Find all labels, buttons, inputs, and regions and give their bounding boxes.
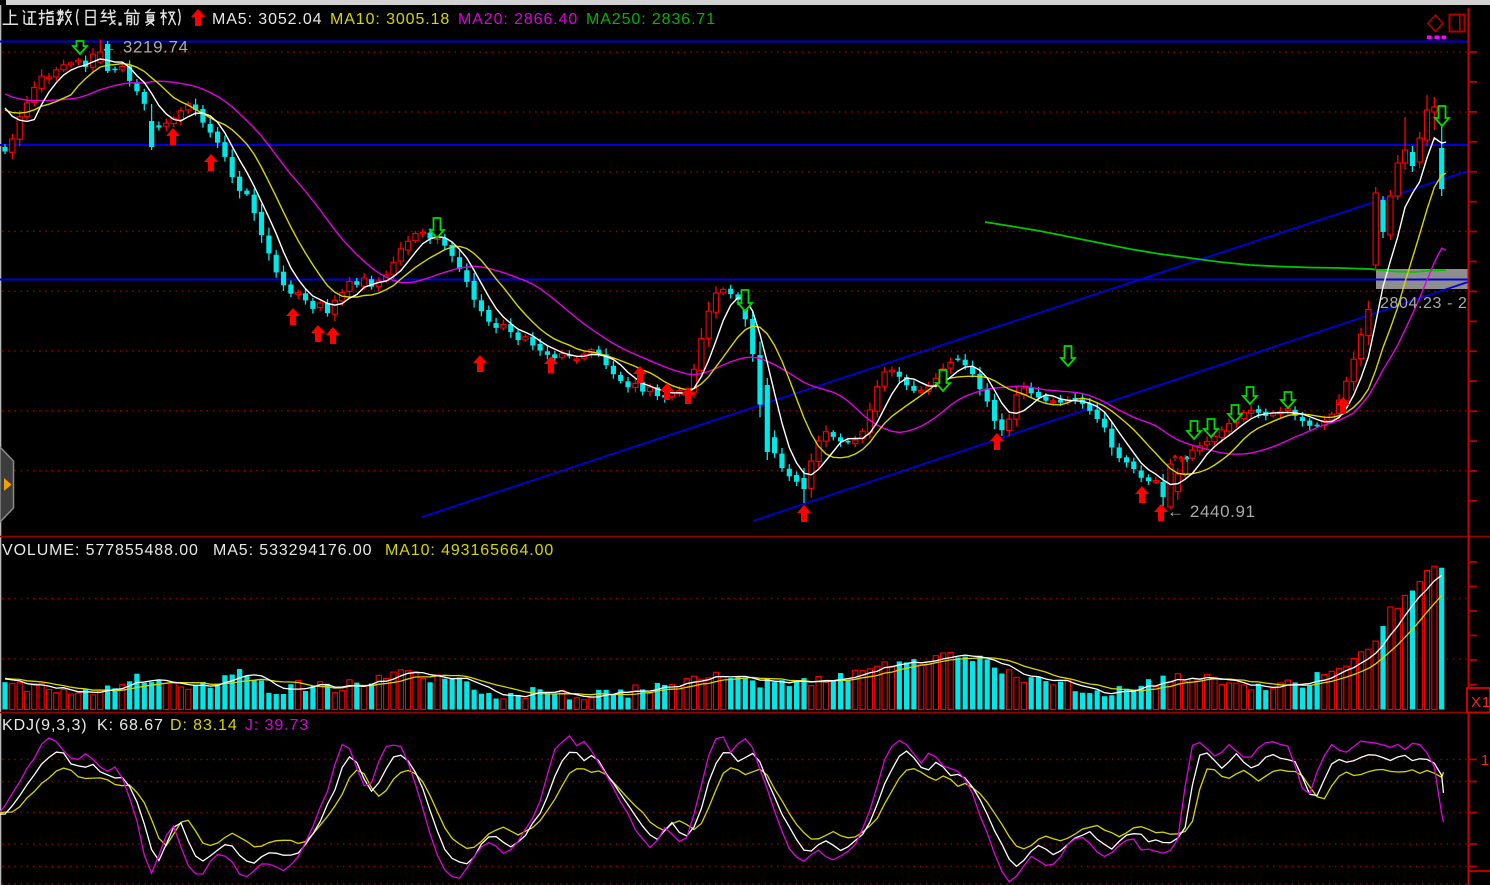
- svg-text:D: 83.14: D: 83.14: [170, 717, 238, 734]
- svg-text:K: 68.67: K: 68.67: [97, 717, 164, 734]
- svg-text:J: 39.73: J: 39.73: [245, 717, 309, 734]
- svg-text:← 3219.74: ← 3219.74: [100, 38, 189, 57]
- svg-text:MA10: 493165664.00: MA10: 493165664.00: [385, 542, 554, 559]
- svg-text:VOLUME: 577855488.00: VOLUME: 577855488.00: [2, 542, 199, 559]
- svg-text:KDJ(9,3,3): KDJ(9,3,3): [2, 717, 87, 734]
- svg-text:2804.23 - 2: 2804.23 - 2: [1380, 295, 1468, 312]
- svg-text:MA5: 3052.04: MA5: 3052.04: [212, 11, 322, 28]
- svg-text:MA20: 2866.40: MA20: 2866.40: [458, 11, 578, 28]
- svg-text:← 2440.91: ← 2440.91: [1167, 502, 1256, 521]
- svg-text:1: 1: [1481, 752, 1490, 769]
- svg-text:MA250: 2836.71: MA250: 2836.71: [586, 11, 716, 28]
- svg-text:MA5: 533294176.00: MA5: 533294176.00: [213, 542, 372, 559]
- svg-text:X1: X1: [1471, 694, 1490, 711]
- svg-text:MA10: 3005.18: MA10: 3005.18: [330, 11, 450, 28]
